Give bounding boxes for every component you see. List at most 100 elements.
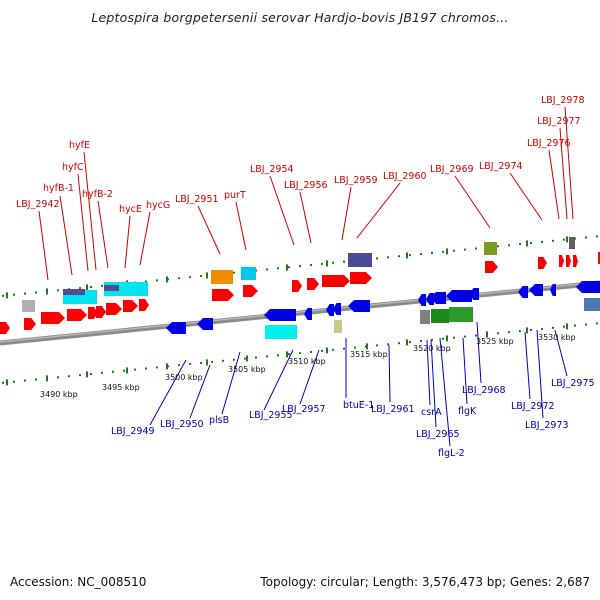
- guide-dot: [222, 359, 224, 362]
- top-gene-label[interactable]: LBJ_2959: [334, 175, 378, 186]
- reverse-gene-arrow[interactable]: [529, 284, 543, 296]
- reverse-gene-arrow[interactable]: [326, 304, 334, 316]
- bottom-gene-label[interactable]: LBJ_2975: [551, 378, 595, 389]
- bottom-gene-label[interactable]: LBJ_2957: [282, 404, 326, 415]
- top-label-leader: [269, 175, 295, 246]
- guide-dot: [497, 332, 499, 335]
- top-gene-label[interactable]: hyfC: [62, 162, 84, 173]
- top-gene-label[interactable]: hyfB-1: [43, 183, 74, 194]
- reverse-gene-arrow[interactable]: [576, 281, 600, 293]
- bottom-gene-label[interactable]: csrA: [421, 407, 442, 418]
- bottom-gene-label[interactable]: LBJ_2972: [511, 401, 555, 412]
- top-gene-label[interactable]: LBJ_2960: [383, 171, 427, 182]
- forward-gene-arrow[interactable]: [307, 278, 319, 290]
- reverse-gene-arrow[interactable]: [197, 318, 213, 330]
- top-gene-label[interactable]: hycE: [119, 204, 142, 215]
- bottom-label-leader: [524, 331, 531, 400]
- guide-dot: [530, 329, 532, 331]
- reverse-gene-arrow[interactable]: [418, 294, 426, 306]
- forward-gene-arrow[interactable]: [566, 255, 571, 267]
- reverse-gene-arrow[interactable]: [348, 300, 370, 312]
- bottom-gene-label[interactable]: LBJ_2973: [525, 420, 569, 431]
- guide-dot: [266, 355, 268, 358]
- bottom-gene-label[interactable]: flgL-2: [438, 448, 465, 459]
- feature-box[interactable]: [334, 320, 342, 333]
- top-label-leader: [59, 195, 73, 276]
- top-gene-label[interactable]: LBJ_2977: [537, 116, 581, 127]
- top-gene-label[interactable]: purT: [224, 190, 246, 201]
- forward-gene-arrow[interactable]: [96, 306, 106, 318]
- forward-gene-arrow[interactable]: [24, 318, 36, 330]
- top-gene-label[interactable]: LBJ_2969: [430, 164, 474, 175]
- guide-dot: [134, 368, 136, 371]
- bottom-gene-label[interactable]: flgK: [458, 406, 477, 417]
- bottom-gene-label[interactable]: plsB: [209, 415, 229, 426]
- feature-box[interactable]: [265, 325, 297, 339]
- bottom-gene-label[interactable]: LBJ_2965: [416, 429, 460, 440]
- forward-gene-arrow[interactable]: [139, 299, 149, 311]
- forward-gene-arrow[interactable]: [573, 255, 578, 267]
- top-gene-label[interactable]: hycG: [146, 200, 170, 211]
- forward-gene-arrow[interactable]: [538, 257, 547, 269]
- feature-box[interactable]: [569, 237, 575, 249]
- forward-gene-arrow[interactable]: [559, 255, 564, 267]
- forward-gene-arrow[interactable]: [322, 275, 350, 287]
- top-gene-label[interactable]: LBJ_2951: [175, 194, 219, 205]
- guide-dot: [189, 363, 191, 366]
- top-gene-label[interactable]: LBJ_2942: [16, 199, 60, 210]
- forward-gene-arrow[interactable]: [88, 307, 98, 319]
- top-gene-label[interactable]: LBJ_2974: [479, 161, 523, 172]
- top-gene-label[interactable]: hyfE: [69, 140, 90, 151]
- guide-dot: [101, 284, 103, 287]
- forward-gene-arrow[interactable]: [243, 285, 258, 297]
- feature-box[interactable]: [431, 309, 449, 323]
- top-label-leader: [559, 127, 568, 220]
- guide-dot: [519, 330, 521, 333]
- reverse-gene-arrow[interactable]: [264, 309, 296, 321]
- guide-dot: [552, 326, 554, 329]
- feature-box[interactable]: [420, 310, 430, 324]
- bottom-gene-label[interactable]: LBJ_2961: [371, 404, 415, 415]
- guide-tick: [166, 363, 168, 370]
- feature-box[interactable]: [104, 285, 119, 291]
- feature-box[interactable]: [22, 300, 35, 312]
- forward-gene-arrow[interactable]: [212, 289, 234, 301]
- bottom-gene-label[interactable]: LBJ_2949: [111, 426, 155, 437]
- forward-gene-arrow[interactable]: [123, 300, 138, 312]
- reverse-gene-arrow[interactable]: [304, 308, 312, 320]
- bottom-gene-label[interactable]: btuE-1: [343, 400, 374, 411]
- bottom-gene-label[interactable]: LBJ_2950: [160, 419, 204, 430]
- feature-box[interactable]: [584, 298, 600, 311]
- reverse-gene-arrow[interactable]: [446, 290, 472, 302]
- top-gene-label[interactable]: LBJ_2954: [250, 164, 294, 175]
- genome-stats-text: Topology: circular; Length: 3,576,473 bp…: [260, 575, 590, 589]
- reverse-gene-arrow[interactable]: [166, 322, 186, 334]
- forward-gene-arrow[interactable]: [106, 303, 122, 315]
- reverse-gene-arrow[interactable]: [469, 288, 479, 300]
- reverse-gene-arrow[interactable]: [518, 286, 528, 298]
- reverse-gene-arrow[interactable]: [430, 292, 446, 304]
- bottom-gene-label[interactable]: LBJ_2968: [462, 385, 506, 396]
- forward-gene-arrow[interactable]: [67, 309, 87, 321]
- forward-gene-arrow[interactable]: [485, 261, 498, 273]
- forward-gene-arrow[interactable]: [292, 280, 302, 292]
- top-gene-label[interactable]: LBJ_2956: [284, 180, 328, 191]
- feature-box[interactable]: [241, 267, 256, 280]
- feature-box[interactable]: [63, 289, 85, 295]
- forward-gene-arrow[interactable]: [41, 312, 65, 324]
- top-gene-label[interactable]: hyfB-2: [82, 189, 113, 200]
- feature-box[interactable]: [348, 253, 372, 267]
- forward-gene-arrow[interactable]: [0, 322, 10, 334]
- bottom-label-leader: [149, 359, 187, 426]
- guide-dot: [310, 264, 312, 266]
- top-gene-label[interactable]: LBJ_2976: [527, 138, 571, 149]
- feature-box[interactable]: [449, 307, 473, 322]
- forward-gene-arrow[interactable]: [350, 272, 372, 284]
- reverse-gene-arrow[interactable]: [550, 284, 556, 296]
- top-gene-label[interactable]: LBJ_2978: [541, 95, 585, 106]
- bottom-gene-label[interactable]: LBJ_2955: [249, 410, 293, 421]
- feature-box[interactable]: [484, 242, 497, 255]
- feature-box[interactable]: [211, 270, 233, 284]
- reverse-gene-arrow[interactable]: [333, 303, 341, 315]
